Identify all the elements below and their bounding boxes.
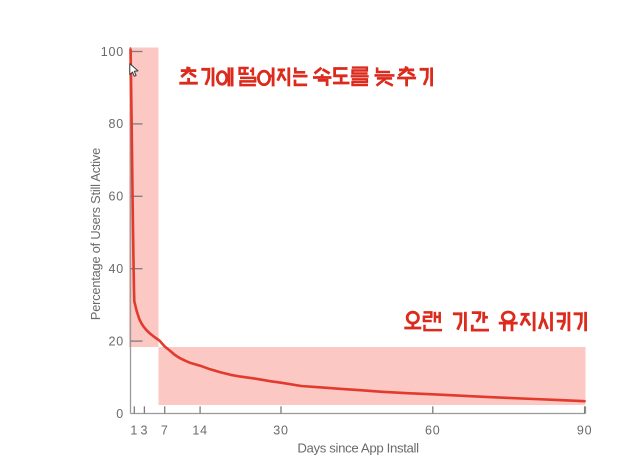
- svg-text:90: 90: [577, 424, 593, 438]
- svg-text:60: 60: [108, 190, 124, 204]
- svg-text:80: 80: [108, 117, 124, 131]
- svg-text:Days since App Install: Days since App Install: [297, 441, 419, 456]
- svg-text:100: 100: [101, 45, 124, 59]
- svg-text:0: 0: [116, 407, 124, 421]
- svg-text:7: 7: [161, 424, 169, 438]
- svg-text:30: 30: [273, 424, 289, 438]
- svg-text:14: 14: [192, 424, 208, 438]
- svg-text:1: 1: [130, 424, 138, 438]
- svg-text:Percentage of Users Still Acti: Percentage of Users Still Active: [88, 148, 103, 320]
- svg-text:60: 60: [425, 424, 441, 438]
- svg-text:40: 40: [108, 262, 124, 276]
- svg-text:20: 20: [108, 334, 124, 348]
- svg-text:3: 3: [141, 424, 149, 438]
